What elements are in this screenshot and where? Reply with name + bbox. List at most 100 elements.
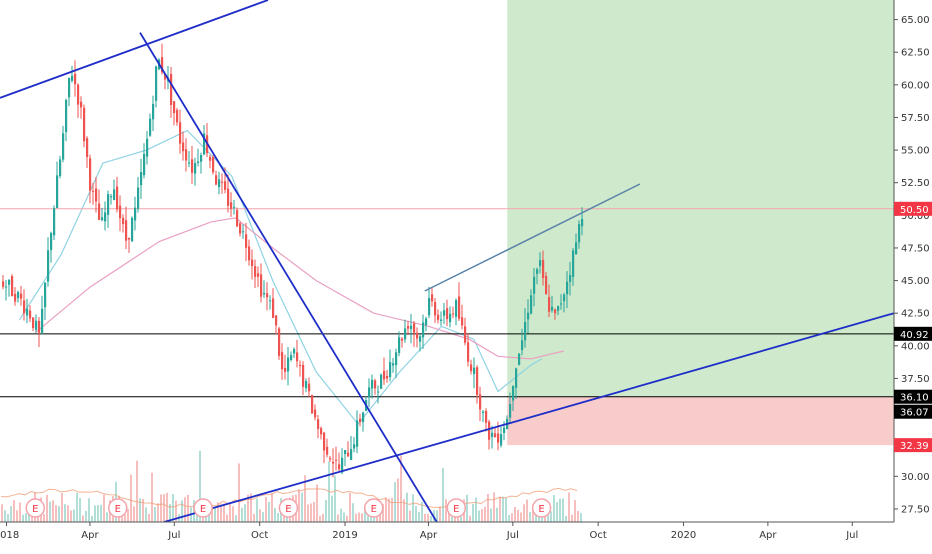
candle-body: [80, 101, 83, 108]
candle-body: [575, 242, 578, 255]
volume-bar: [484, 506, 486, 522]
earnings-marker: [531, 498, 552, 518]
price-badge: [894, 326, 932, 341]
volume-bar: [7, 514, 9, 522]
time-tick-label: Apr: [759, 530, 777, 541]
price-tick-label: 50.00: [901, 211, 930, 222]
candle-body: [368, 387, 371, 398]
volume-bar: [202, 515, 204, 522]
volume-bar: [145, 507, 147, 522]
candle-body: [122, 217, 125, 225]
candle-body: [200, 155, 203, 162]
candle-body: [413, 323, 416, 333]
candle-body: [410, 325, 413, 330]
price-tick-label: 57.50: [901, 113, 930, 124]
price-tick-label: 27.50: [901, 504, 930, 515]
up-trend-trendline: [163, 312, 895, 523]
candle-body: [569, 274, 572, 282]
volume-bar: [517, 509, 519, 522]
candle-body: [35, 320, 38, 330]
candle-body: [110, 196, 113, 198]
candle-body: [326, 446, 329, 455]
volume-bar: [148, 514, 150, 522]
volume-bar: [106, 512, 108, 522]
volume-bar: [529, 512, 531, 522]
earnings-marker-label: E: [115, 504, 121, 515]
candle-body: [65, 99, 68, 133]
candle-body: [176, 109, 179, 123]
volume-bar: [70, 510, 72, 522]
volume-bar: [22, 514, 24, 522]
volume-bar: [256, 498, 258, 522]
volume-bar: [163, 494, 165, 522]
candle-body: [392, 363, 395, 366]
volume-bar: [352, 503, 354, 522]
candle-body: [440, 319, 443, 322]
candle-body: [485, 410, 488, 423]
volume-bar: [508, 514, 510, 522]
volume-bar: [25, 513, 27, 522]
candle-body: [278, 328, 281, 356]
candle-body: [497, 433, 500, 443]
volume-bar: [211, 506, 213, 522]
candle-body: [89, 158, 92, 191]
candle-body: [521, 340, 524, 351]
volume-bar: [334, 475, 336, 522]
volume-bar: [325, 499, 327, 522]
candle-body: [344, 450, 347, 455]
candle-body: [239, 223, 242, 234]
candle-body: [359, 418, 362, 423]
volume-bar: [403, 499, 405, 522]
volume-bar: [382, 504, 384, 522]
candle-body: [566, 281, 569, 295]
volume-bar: [523, 504, 525, 522]
volume-bar: [337, 514, 339, 522]
candle-body: [86, 138, 89, 158]
volume-bar: [220, 504, 222, 522]
candle-body: [311, 395, 314, 414]
candle-body: [5, 286, 8, 288]
time-tick-label: 2018: [0, 530, 19, 541]
candle-body: [170, 73, 173, 105]
volume-bar: [313, 501, 315, 522]
volume-bar: [304, 475, 306, 522]
volume-bar: [103, 494, 105, 522]
volume-bar: [514, 506, 516, 522]
candle-body: [422, 322, 425, 338]
candle-body: [194, 163, 197, 174]
volume-bar: [385, 497, 387, 522]
earnings-marker-label: E: [285, 504, 291, 515]
volume-bar: [466, 494, 468, 522]
candle-body: [62, 133, 65, 160]
volume-bar: [199, 450, 201, 522]
volume-bar: [157, 503, 159, 522]
volume-bar: [79, 498, 81, 522]
candle-body: [491, 432, 494, 438]
candle-body: [302, 364, 305, 387]
price-badge-label: 50.50: [900, 205, 929, 216]
volume-bar: [100, 504, 102, 522]
volume-bar: [142, 498, 144, 522]
volume-bar: [16, 510, 18, 522]
candle-body: [500, 434, 503, 446]
price-tick-label: 60.00: [901, 80, 930, 91]
candle-body: [32, 317, 35, 329]
candle-body: [287, 357, 290, 372]
candle-body: [401, 338, 404, 341]
candle-body: [188, 162, 191, 164]
earnings-marker: [278, 498, 299, 518]
volume-bar: [448, 508, 450, 522]
volume-bar: [13, 500, 15, 522]
volume-bar: [97, 505, 99, 522]
candle-body: [53, 208, 56, 236]
candle-body: [347, 452, 350, 457]
earnings-marker-label: E: [200, 504, 206, 515]
candle-body: [14, 293, 17, 302]
candle-body: [527, 312, 530, 320]
volume-bar: [526, 499, 528, 522]
candle-body: [443, 310, 446, 316]
volume-bar: [73, 509, 75, 522]
candle-body: [71, 75, 74, 81]
volume-bar: [196, 511, 198, 522]
